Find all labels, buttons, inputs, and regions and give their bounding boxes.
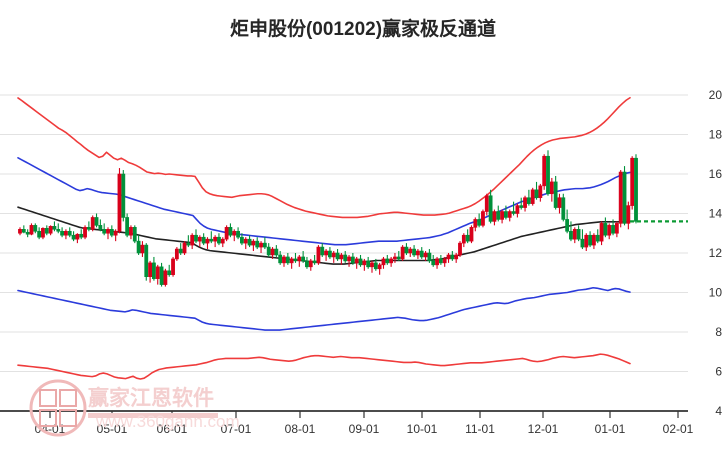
svg-text:6: 6: [715, 365, 722, 379]
svg-text:10-01: 10-01: [407, 422, 438, 436]
svg-text:05-01: 05-01: [97, 422, 128, 436]
svg-text:07-01: 07-01: [221, 422, 252, 436]
svg-text:18: 18: [709, 128, 723, 142]
svg-text:04-01: 04-01: [35, 422, 66, 436]
svg-text:12-01: 12-01: [528, 422, 559, 436]
svg-text:12: 12: [709, 246, 723, 260]
svg-text:4: 4: [715, 404, 722, 418]
svg-text:10: 10: [709, 286, 723, 300]
grid-lines: [0, 94, 688, 412]
page-title: 炬申股份(001202)赢家极反通道: [229, 19, 497, 40]
svg-text:14: 14: [709, 207, 723, 221]
channel-band-lines: [17, 96, 631, 380]
svg-text:06-01: 06-01: [157, 422, 188, 436]
svg-text:11-01: 11-01: [465, 422, 495, 436]
svg-text:09-01: 09-01: [349, 422, 380, 436]
svg-text:20: 20: [709, 88, 723, 102]
y-axis-labels: 4 6 8 10 12 14 16 18 20: [709, 88, 723, 418]
svg-text:8: 8: [715, 325, 722, 339]
x-axis-labels: 04-01 05-01 06-01 07-01 08-01 09-01 10-01 11-01…: [35, 411, 694, 436]
svg-text:02-01: 02-01: [663, 422, 694, 436]
svg-text:16: 16: [709, 167, 723, 181]
svg-text:01-01: 01-01: [595, 422, 626, 436]
svg-text:08-01: 08-01: [285, 422, 316, 436]
candlestick-series: [18, 150, 638, 287]
